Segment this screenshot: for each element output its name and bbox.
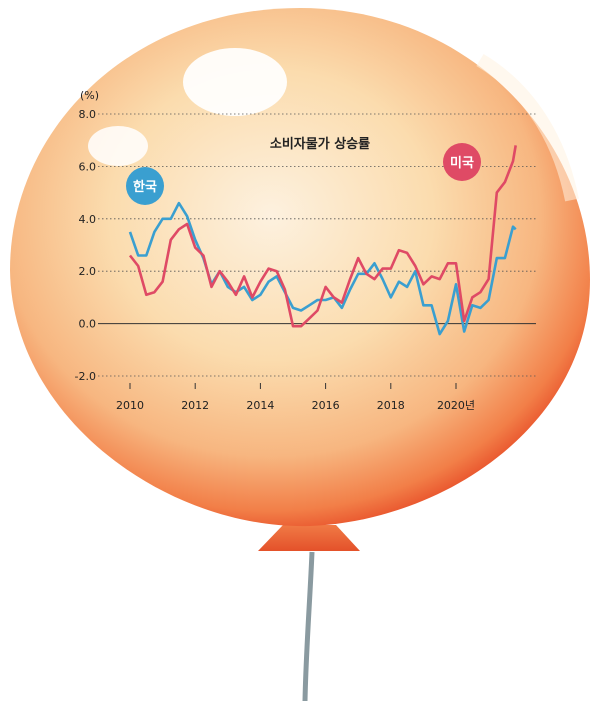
balloon-highlight bbox=[88, 126, 148, 166]
balloon-body bbox=[10, 8, 590, 527]
y-tick-label: -2.0 bbox=[75, 370, 96, 383]
x-tick-label: 2014 bbox=[246, 399, 274, 412]
chart-axes: 8.0 6.0 4.0 2.0 0.0 -2.0 2010 2012 2014 2016 2018 2… bbox=[75, 108, 476, 412]
chart-series bbox=[128, 145, 517, 336]
y-unit-label: (%) bbox=[80, 89, 99, 102]
usa-series-badge: 미국 bbox=[443, 143, 481, 181]
balloon-knot bbox=[258, 525, 360, 551]
balloon-string bbox=[302, 551, 315, 701]
y-tick-label: 8.0 bbox=[79, 108, 97, 121]
x-tick-label: 2020년 bbox=[437, 399, 475, 412]
usa-badge-label: 미국 bbox=[450, 155, 474, 171]
balloon-highlight bbox=[183, 48, 287, 116]
balloon-shine bbox=[476, 53, 579, 202]
x-tick-label: 2018 bbox=[377, 399, 405, 412]
chart-title: 소비자물가 상승률 bbox=[270, 137, 370, 152]
korea-badge-circle bbox=[126, 167, 164, 205]
series-line-korea bbox=[128, 201, 517, 336]
y-tick-label: 4.0 bbox=[79, 213, 97, 226]
usa-badge-circle bbox=[443, 143, 481, 181]
x-tick-label: 2016 bbox=[312, 399, 340, 412]
x-tick-label: 2010 bbox=[116, 399, 144, 412]
series-line-usa bbox=[128, 145, 517, 328]
y-tick-label: 2.0 bbox=[79, 265, 97, 278]
y-tick-label: 0.0 bbox=[79, 318, 97, 331]
x-tick-label: 2012 bbox=[181, 399, 209, 412]
korea-series-badge: 한국 bbox=[126, 167, 164, 205]
y-tick-label: 6.0 bbox=[79, 160, 97, 173]
korea-badge-label: 한국 bbox=[133, 179, 157, 195]
